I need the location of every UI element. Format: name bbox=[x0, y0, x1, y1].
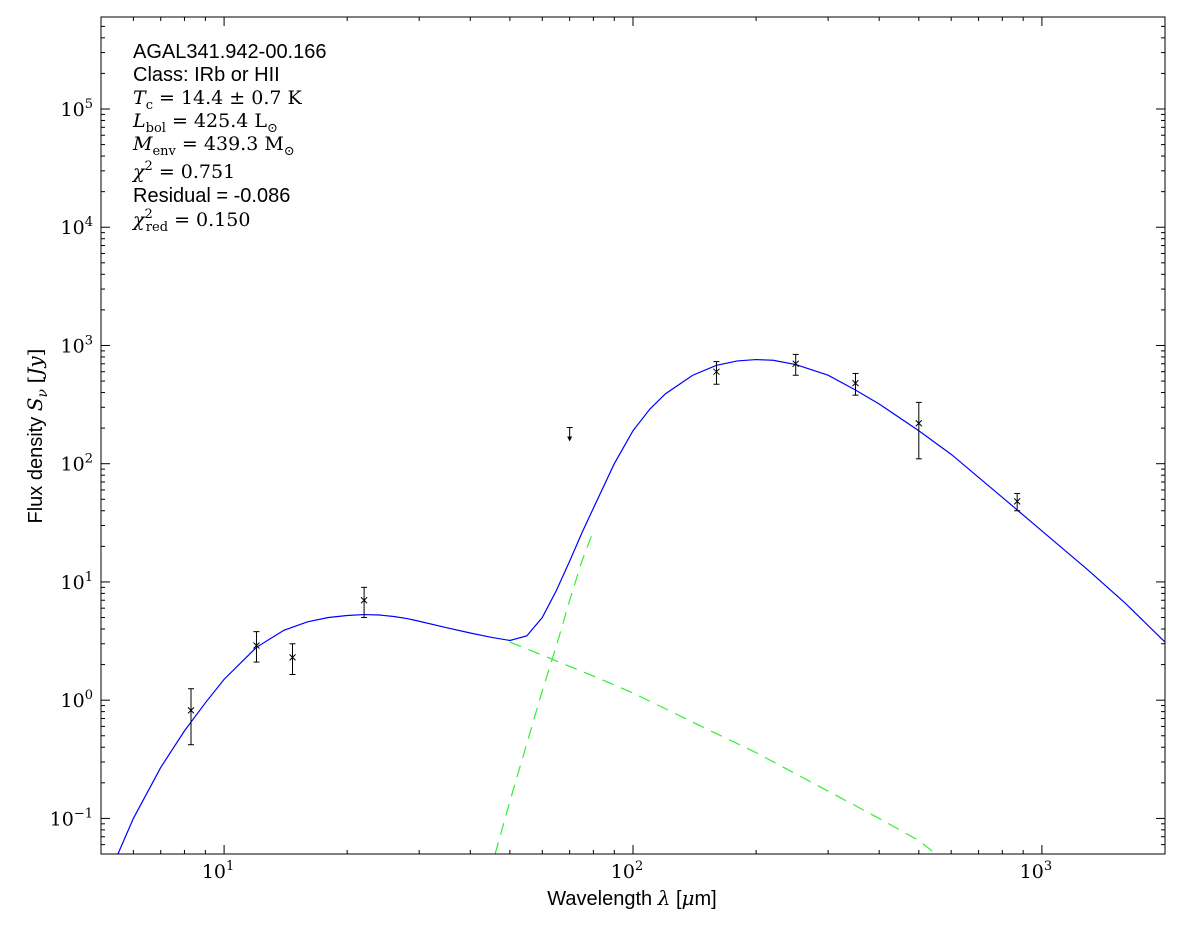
data-point bbox=[792, 353, 800, 376]
y-tick-label: 103 bbox=[61, 333, 93, 357]
annotation-block: AGAL341.942-00.166 Class: IRb or HII Tc … bbox=[131, 41, 327, 235]
upper-limit-point bbox=[566, 426, 573, 442]
upper-limit-arrow bbox=[567, 436, 573, 442]
source-class: Class: IRb or HII bbox=[133, 64, 280, 86]
source-name: AGAL341.942-00.166 bbox=[133, 41, 327, 63]
data-point bbox=[289, 643, 296, 675]
y-tick-label: 102 bbox=[61, 452, 93, 476]
point-marker-cross bbox=[792, 360, 800, 368]
point-marker-cross bbox=[1013, 498, 1021, 505]
y-tick-label: 100 bbox=[61, 688, 93, 712]
x-tick-label: 102 bbox=[611, 859, 643, 883]
point-marker-cross bbox=[915, 419, 923, 427]
point-marker-cross bbox=[360, 596, 368, 604]
data-point bbox=[713, 361, 720, 385]
y-tick-label: 105 bbox=[61, 97, 93, 121]
point-marker-cross bbox=[187, 707, 195, 714]
temperature-annotation: Tc = 14.4 ± 0.7 K bbox=[133, 87, 303, 113]
chi2red-annotation: χ2 red = 0.150 bbox=[131, 207, 250, 235]
chi2-annotation: χ2 = 0.751 bbox=[131, 159, 235, 183]
y-tick-label: 10−1 bbox=[50, 806, 93, 830]
point-marker-cross bbox=[253, 642, 260, 649]
data-point bbox=[1013, 492, 1021, 512]
point-marker-cross bbox=[713, 368, 720, 376]
x-axis-label: Wavelength λ [μm] bbox=[547, 886, 716, 910]
y-tick-label: 101 bbox=[61, 570, 93, 594]
x-tick-label: 103 bbox=[1020, 859, 1052, 883]
data-point bbox=[915, 401, 923, 460]
mass-annotation: Menv = 439.3 M⊙ bbox=[132, 133, 295, 159]
series-cold-component bbox=[494, 530, 594, 854]
residual-annotation: Residual = -0.086 bbox=[133, 185, 290, 207]
x-tick-label: 101 bbox=[202, 859, 234, 883]
model-curves bbox=[117, 358, 1165, 854]
luminosity-annotation: Lbol = 425.4 L⊙ bbox=[132, 110, 278, 136]
data-point bbox=[187, 688, 195, 746]
data-point bbox=[852, 372, 859, 396]
series-warm-component bbox=[509, 641, 937, 854]
y-axis-label: Flux density Sν [Jy] bbox=[23, 349, 51, 524]
point-marker-cross bbox=[852, 379, 859, 387]
point-marker-cross bbox=[289, 654, 296, 661]
series-total-model bbox=[117, 358, 1165, 854]
data-points bbox=[187, 353, 1021, 746]
data-point bbox=[253, 631, 260, 663]
y-tick-label: 104 bbox=[61, 215, 93, 239]
axes: 101 102 103 10−1 100 101 102 103 104 105 bbox=[50, 16, 1166, 883]
data-point bbox=[360, 586, 368, 619]
